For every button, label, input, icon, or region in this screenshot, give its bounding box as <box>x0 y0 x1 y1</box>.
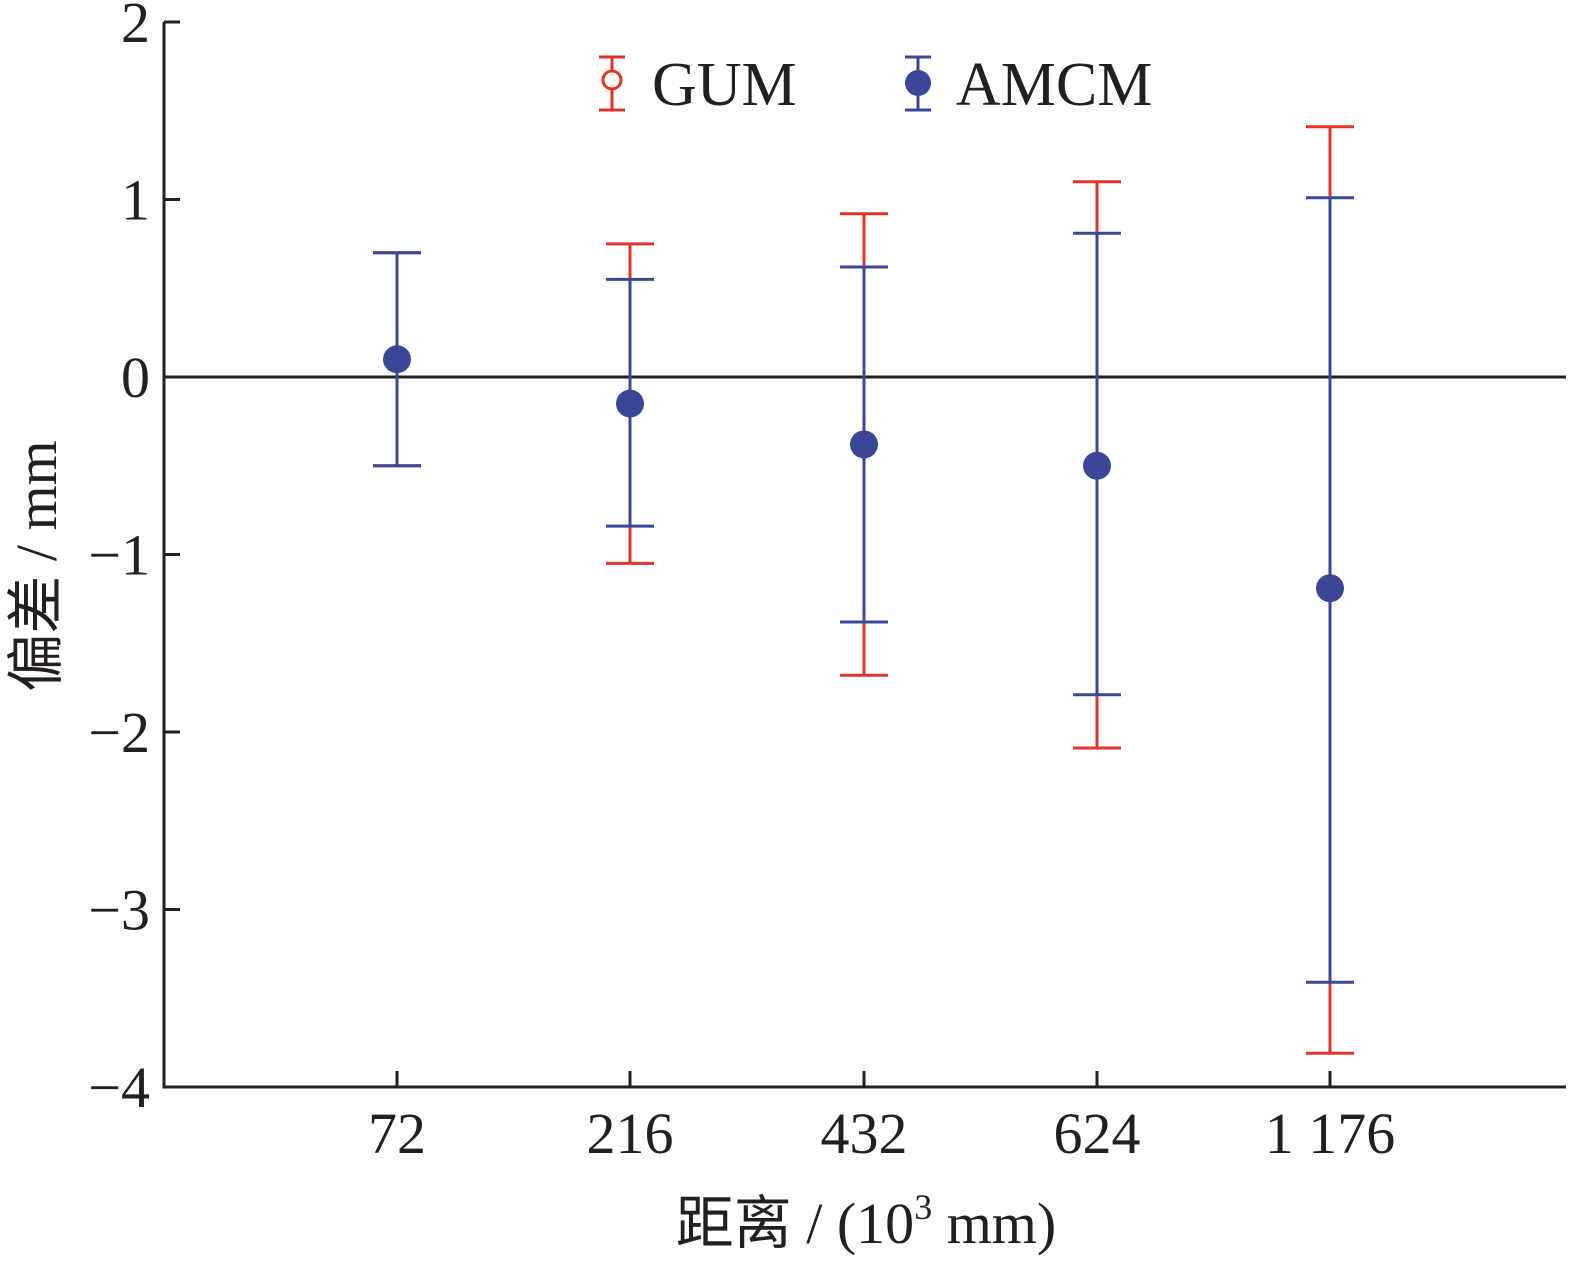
legend-amcm-marker <box>905 70 931 96</box>
legend-gum-marker <box>601 69 623 91</box>
legend-label-gum: GUM <box>652 51 797 119</box>
x-axis-title-suffix: mm) <box>932 1191 1056 1256</box>
data-point <box>1316 574 1344 603</box>
x-tick-label: 432 <box>821 1101 908 1166</box>
y-axis-ticks: 2 1 0 −1 −2 −3 −4 <box>88 0 180 1120</box>
legend-item-amcm: AMCM <box>905 51 1152 119</box>
series-amcm <box>373 196 1354 984</box>
y-tick-label: 2 <box>121 0 150 55</box>
data-point <box>850 430 878 459</box>
data-point <box>1083 451 1111 480</box>
x-axis-title-superscript: 3 <box>914 1187 932 1227</box>
x-axis-ticks: 72 216 432 624 1 176 <box>368 1071 1395 1166</box>
y-tick-label: −1 <box>88 523 150 588</box>
data-point <box>616 389 644 418</box>
x-tick-label: 72 <box>368 1101 426 1166</box>
x-tick-label: 1 176 <box>1265 1101 1396 1166</box>
series-layer <box>373 125 1354 1055</box>
legend-label-amcm: AMCM <box>956 51 1152 119</box>
data-point <box>383 345 411 374</box>
y-tick-label: −3 <box>88 878 150 943</box>
legend-item-gum: GUM <box>599 51 797 119</box>
x-axis-title: 距离 / (103 mm) <box>676 1187 1056 1256</box>
y-tick-label: 0 <box>121 345 150 410</box>
y-axis-title: 偏差 / mm <box>4 440 69 691</box>
x-tick-label: 216 <box>587 1101 674 1166</box>
legend: GUM AMCM <box>599 51 1152 119</box>
y-tick-label: −2 <box>88 700 150 765</box>
x-axis-title-prefix: 距离 / (10 <box>676 1191 914 1256</box>
x-tick-label: 624 <box>1054 1101 1141 1166</box>
y-tick-label: 1 <box>121 168 150 233</box>
y-tick-label: −4 <box>88 1055 150 1120</box>
